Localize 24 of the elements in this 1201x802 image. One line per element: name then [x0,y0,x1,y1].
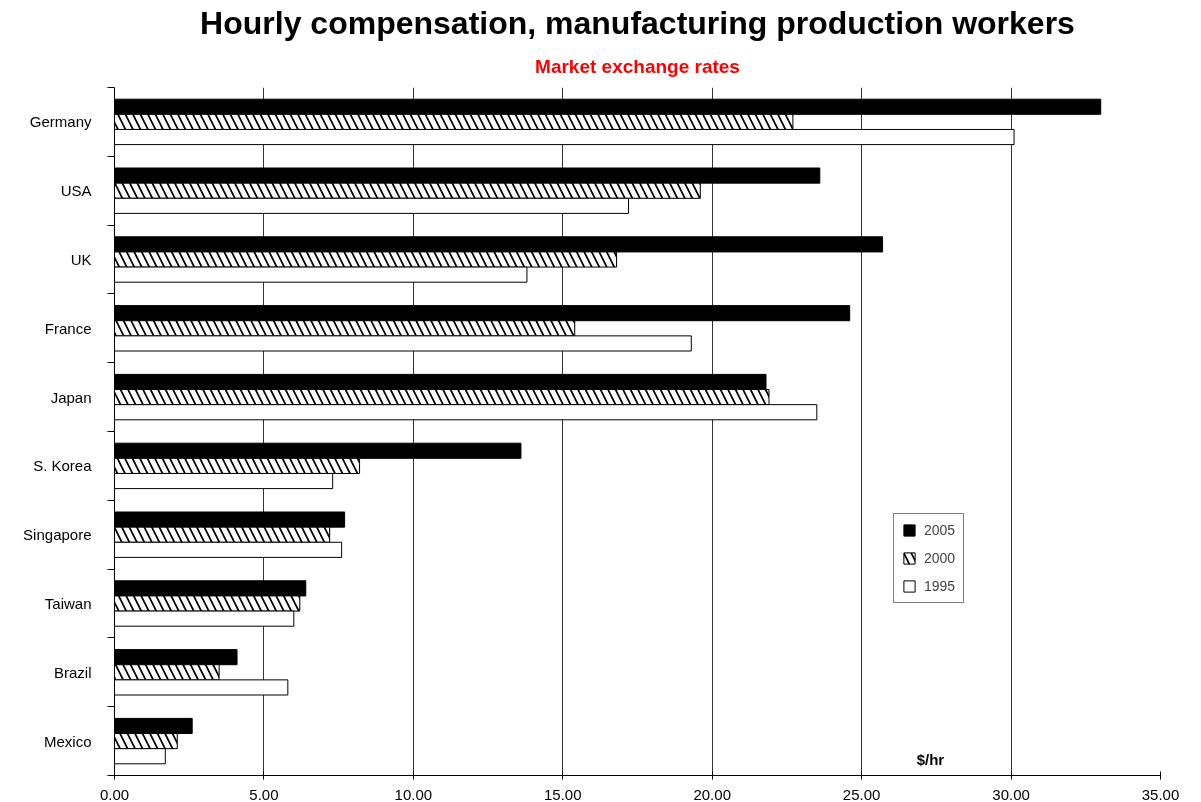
x-tick-label: 20.00 [693,785,731,802]
x-tick-label: 25.00 [842,785,881,802]
x-tick-label: 30.00 [992,785,1030,802]
y-tick-label: Germany [29,113,92,131]
legend-label: 1995 [924,578,956,594]
chart-title: Hourly compensation, manufacturing production workers [200,4,1075,41]
y-tick-label: France [44,319,92,337]
x-tick-label: 15.00 [544,785,582,802]
x-tick-label: 35.00 [1141,785,1180,802]
x-axis-title: $/hr [916,751,945,768]
y-tick-label: USA [60,182,92,200]
y-tick-label: Brazil [53,663,92,681]
y-tick-label: Singapore [23,526,92,544]
y-tick-label: Taiwan [44,595,92,612]
y-tick-label: Mexico [43,732,92,750]
x-tick-label: 10.00 [394,785,433,802]
x-tick-label: 5.00 [249,785,279,802]
y-tick-label: Japan [50,388,92,406]
y-tick-label: UK [70,251,92,268]
legend-label: 2005 [924,522,956,538]
chart-subtitle: Market exchange rates [535,55,740,77]
x-tick-label: 0.00 [99,785,130,802]
legend-label: 2000 [924,550,956,566]
y-tick-label: S. Korea [33,457,93,475]
